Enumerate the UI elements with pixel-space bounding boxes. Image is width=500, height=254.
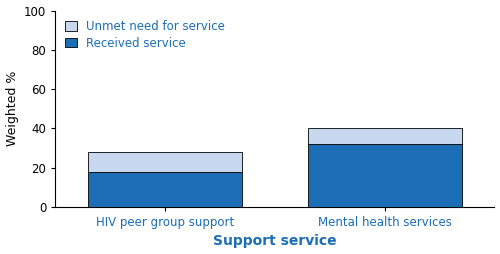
Bar bbox=[88, 152, 242, 171]
Bar bbox=[308, 144, 462, 207]
Legend: Unmet need for service, Received service: Unmet need for service, Received service bbox=[62, 17, 228, 53]
X-axis label: Support service: Support service bbox=[213, 234, 336, 248]
Y-axis label: Weighted %: Weighted % bbox=[6, 71, 18, 146]
Bar bbox=[308, 128, 462, 144]
Bar bbox=[88, 171, 242, 207]
